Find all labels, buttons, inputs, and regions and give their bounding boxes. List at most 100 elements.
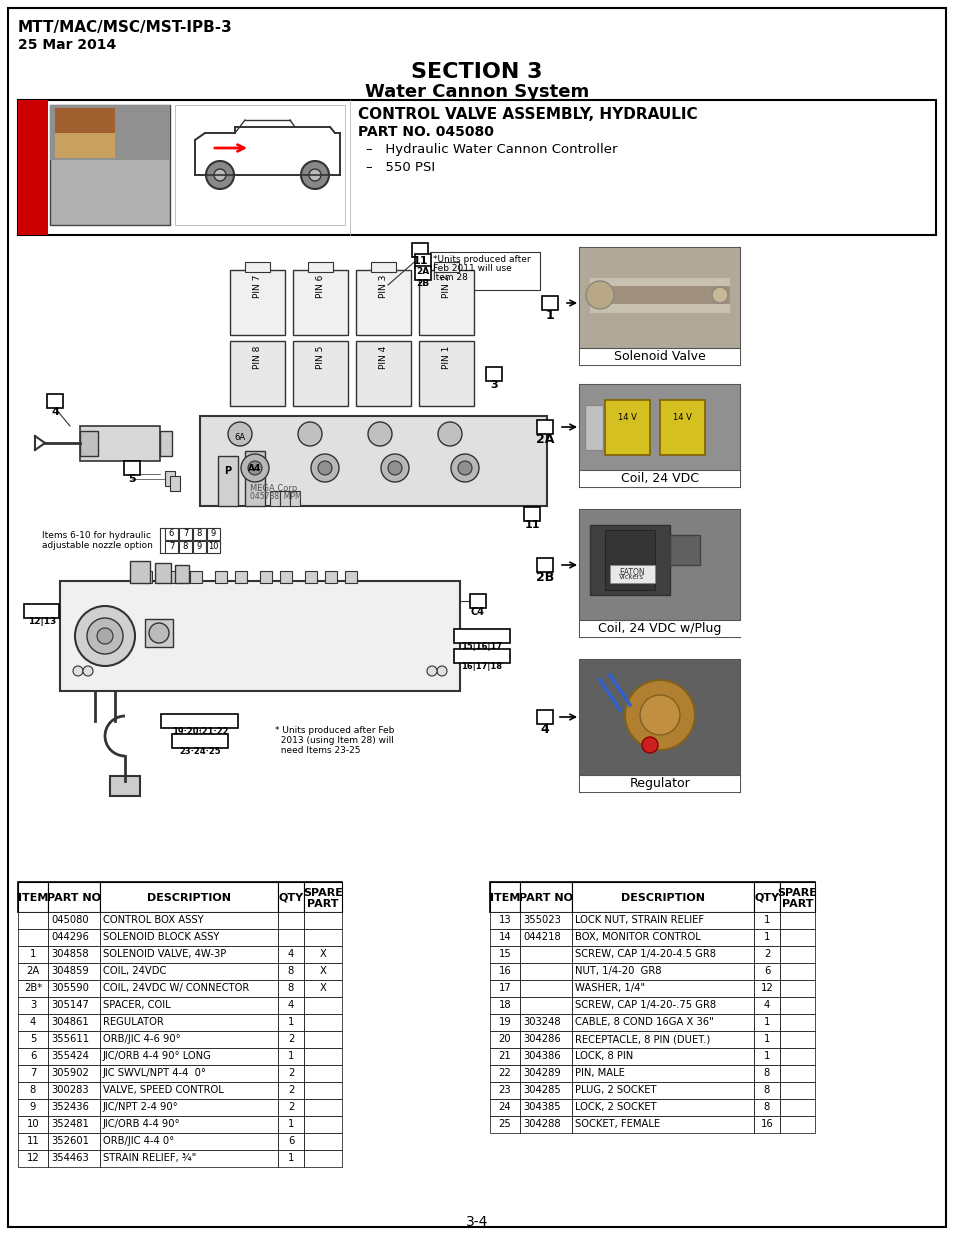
Text: PIN 3: PIN 3 bbox=[378, 275, 388, 299]
Text: ITEM: ITEM bbox=[18, 893, 49, 903]
Bar bbox=[293, 270, 348, 335]
Text: CONTROL BOX ASSY: CONTROL BOX ASSY bbox=[103, 915, 203, 925]
Bar bbox=[308, 262, 333, 272]
Text: 7: 7 bbox=[183, 529, 188, 538]
Bar bbox=[519, 1049, 572, 1065]
Text: 352436: 352436 bbox=[51, 1102, 89, 1112]
Text: RECEPTACLE, 8 PIN (DUET.): RECEPTACLE, 8 PIN (DUET.) bbox=[575, 1034, 709, 1044]
Bar bbox=[753, 882, 780, 911]
Bar bbox=[780, 1099, 814, 1116]
Text: 6: 6 bbox=[169, 529, 174, 538]
Bar bbox=[100, 946, 277, 963]
Bar bbox=[572, 882, 753, 911]
Text: DESCRIPTION: DESCRIPTION bbox=[147, 893, 231, 903]
Bar bbox=[541, 296, 558, 310]
Text: EATON: EATON bbox=[618, 568, 644, 577]
Bar bbox=[277, 997, 304, 1014]
Bar bbox=[519, 882, 572, 911]
Text: Regulator: Regulator bbox=[629, 777, 690, 790]
Bar bbox=[490, 1116, 519, 1132]
Bar bbox=[48, 997, 100, 1014]
Bar bbox=[579, 659, 740, 792]
Circle shape bbox=[241, 454, 269, 482]
Bar bbox=[780, 1116, 814, 1132]
Bar bbox=[48, 1082, 100, 1099]
Text: PART NO: PART NO bbox=[518, 893, 573, 903]
Text: STRAIN RELIEF, ¾": STRAIN RELIEF, ¾" bbox=[103, 1153, 196, 1163]
Text: 304385: 304385 bbox=[522, 1102, 560, 1112]
Text: JIC/ORB 4-4 90°: JIC/ORB 4-4 90° bbox=[103, 1119, 180, 1129]
Text: 045788  MPM: 045788 MPM bbox=[250, 492, 301, 501]
Bar bbox=[304, 981, 341, 997]
Text: 304288: 304288 bbox=[522, 1119, 560, 1129]
Bar bbox=[753, 911, 780, 929]
Text: 304861: 304861 bbox=[51, 1016, 89, 1028]
Text: QTY: QTY bbox=[754, 893, 779, 903]
Bar bbox=[100, 963, 277, 981]
Text: 8: 8 bbox=[288, 966, 294, 976]
Text: 8: 8 bbox=[288, 983, 294, 993]
Text: 16|17|18: 16|17|18 bbox=[461, 662, 502, 671]
Bar bbox=[48, 882, 100, 911]
Text: 303248: 303248 bbox=[522, 1016, 560, 1028]
Text: 8: 8 bbox=[763, 1086, 769, 1095]
Bar bbox=[304, 882, 341, 911]
Bar bbox=[110, 776, 140, 797]
Bar bbox=[293, 341, 348, 406]
Bar bbox=[609, 564, 655, 583]
Bar bbox=[572, 1099, 753, 1116]
Bar bbox=[18, 100, 48, 235]
Bar bbox=[454, 650, 510, 663]
Text: SOLENOID VALVE, 4W-3P: SOLENOID VALVE, 4W-3P bbox=[103, 948, 226, 960]
Bar bbox=[193, 541, 206, 553]
Text: NUT, 1/4-20  GR8: NUT, 1/4-20 GR8 bbox=[575, 966, 660, 976]
Text: Coil, 24 VDC w/Plug: Coil, 24 VDC w/Plug bbox=[598, 622, 720, 635]
Bar bbox=[572, 963, 753, 981]
Text: 4: 4 bbox=[540, 722, 549, 736]
Bar bbox=[753, 1099, 780, 1116]
Bar bbox=[174, 105, 345, 225]
Bar bbox=[572, 981, 753, 997]
Bar bbox=[519, 1116, 572, 1132]
Bar bbox=[18, 1065, 48, 1082]
Bar bbox=[780, 1014, 814, 1031]
Bar bbox=[304, 1065, 341, 1082]
Bar bbox=[304, 1049, 341, 1065]
Bar bbox=[18, 929, 48, 946]
Bar bbox=[780, 997, 814, 1014]
Bar bbox=[304, 1031, 341, 1049]
Bar bbox=[18, 911, 48, 929]
Circle shape bbox=[427, 666, 436, 676]
Bar bbox=[430, 252, 539, 290]
Bar bbox=[415, 266, 431, 280]
Bar bbox=[470, 594, 485, 608]
Text: Item 28: Item 28 bbox=[433, 273, 467, 282]
Circle shape bbox=[380, 454, 409, 482]
Circle shape bbox=[368, 422, 392, 446]
Bar bbox=[48, 1132, 100, 1150]
Bar bbox=[100, 981, 277, 997]
Bar bbox=[572, 1014, 753, 1031]
Text: 2: 2 bbox=[288, 1034, 294, 1044]
Text: 11: 11 bbox=[27, 1136, 39, 1146]
Bar bbox=[55, 107, 115, 133]
Bar bbox=[604, 530, 655, 590]
Text: 15|16|17: 15|16|17 bbox=[461, 642, 502, 651]
Bar bbox=[170, 571, 182, 583]
Text: 044296: 044296 bbox=[51, 932, 89, 942]
Bar bbox=[490, 1031, 519, 1049]
Bar bbox=[18, 963, 48, 981]
Bar bbox=[165, 541, 178, 553]
Text: 304386: 304386 bbox=[522, 1051, 560, 1061]
Text: 3: 3 bbox=[30, 1000, 36, 1010]
Text: SPARE: SPARE bbox=[303, 888, 342, 898]
Text: 19: 19 bbox=[498, 1016, 511, 1028]
Bar bbox=[60, 580, 459, 692]
Text: 2A: 2A bbox=[536, 433, 554, 446]
Bar bbox=[304, 929, 341, 946]
Circle shape bbox=[311, 454, 338, 482]
Text: –   Hydraulic Water Cannon Controller: – Hydraulic Water Cannon Controller bbox=[366, 143, 617, 156]
Text: 6: 6 bbox=[30, 1051, 36, 1061]
Text: 2: 2 bbox=[288, 1102, 294, 1112]
Bar bbox=[18, 882, 341, 911]
